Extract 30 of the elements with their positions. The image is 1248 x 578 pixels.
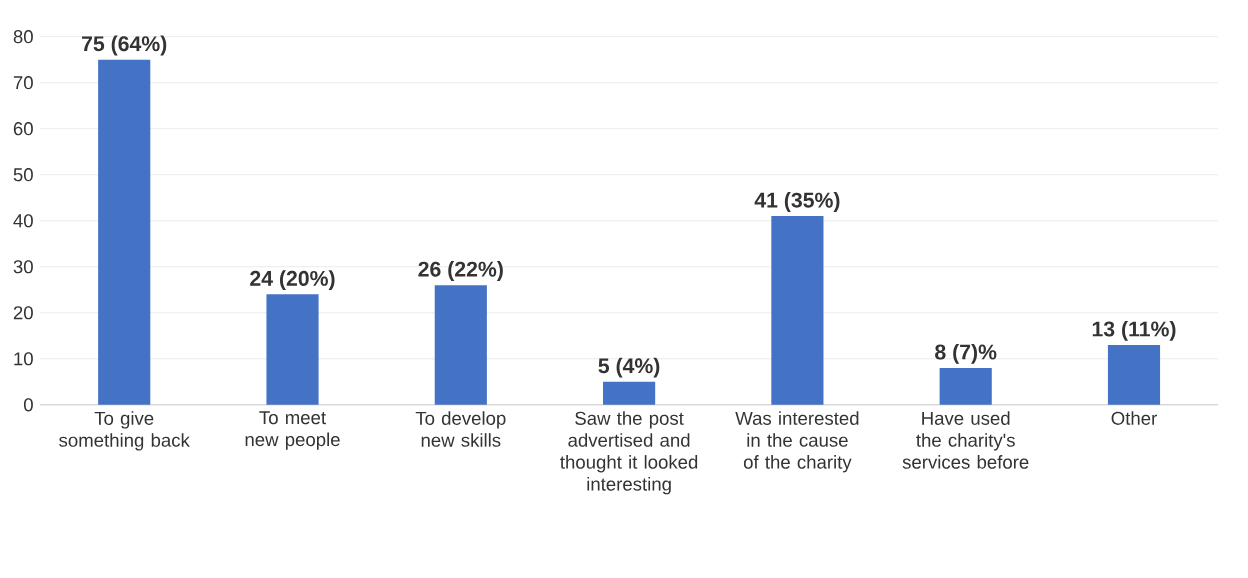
y-tick-label: 40: [13, 214, 33, 228]
bar: [939, 368, 992, 405]
y-tick-label: 50: [13, 168, 33, 182]
y-tick-label: 80: [13, 30, 33, 44]
y-tick-label: 10: [14, 352, 33, 366]
data-label: 26 (22%): [418, 261, 503, 281]
data-label: 8 (7)%: [935, 343, 997, 364]
y-tick-label: 30: [13, 260, 33, 274]
x-tick-label: Was interested in the cause of the charity: [735, 411, 859, 473]
x-tick-label: Have used the charity's services before: [902, 411, 1029, 469]
bar: [434, 285, 487, 405]
bar: [603, 381, 656, 405]
bar: [266, 294, 319, 405]
data-label: 13 (11%): [1092, 320, 1176, 341]
x-tick-label: Other: [1111, 411, 1157, 425]
data-label: 24 (20%): [250, 270, 335, 291]
x-tick-label: Saw the post advertised and thought it looked interesting: [560, 411, 698, 495]
x-tick-label: To give something back: [59, 411, 190, 451]
x-tick-label: To develop new skills: [415, 411, 506, 447]
bar: [1107, 345, 1161, 405]
y-tick-label: 70: [13, 76, 33, 90]
bar: [98, 59, 151, 405]
data-label: 5 (4%): [598, 357, 660, 378]
bar: [771, 216, 824, 405]
x-tick-label: To meet new people: [245, 411, 340, 450]
data-label: 41 (35%): [754, 192, 840, 212]
y-tick-label: 20: [13, 306, 33, 320]
y-tick-label: 0: [23, 398, 33, 412]
y-tick-label: 60: [13, 122, 33, 136]
data-label: 75 (64%): [82, 35, 167, 56]
